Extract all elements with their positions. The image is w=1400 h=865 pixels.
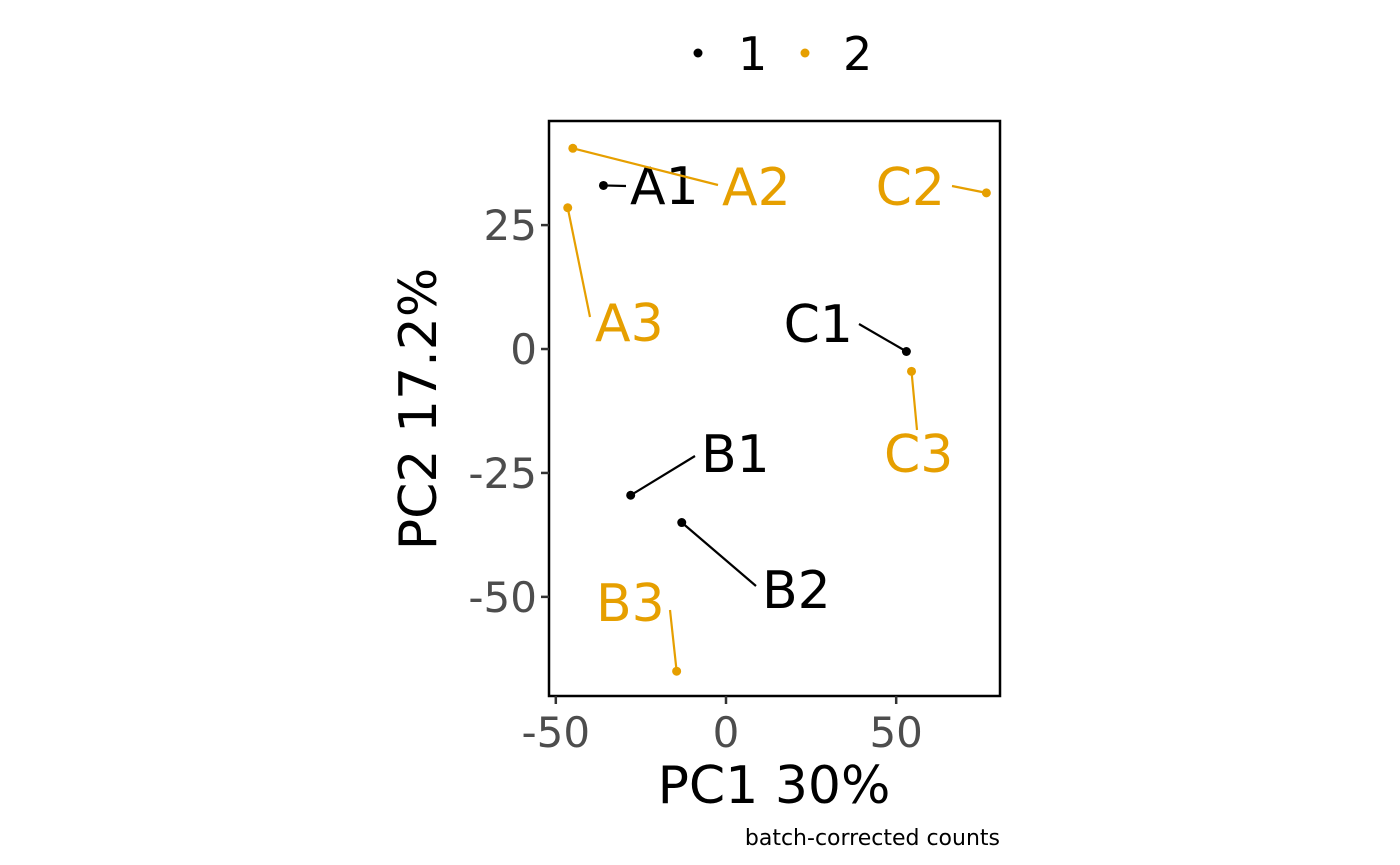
- point-label: B3: [596, 574, 665, 634]
- label-connector: [566, 207, 592, 318]
- legend-key-2: [800, 48, 810, 58]
- x-tick-label: 0: [713, 708, 740, 757]
- point-label: A1: [630, 157, 699, 217]
- data-point-b2: B2: [677, 518, 831, 621]
- legend: 1 2: [693, 27, 872, 81]
- point-marker: [981, 188, 991, 198]
- plot-panel: [547, 119, 1002, 698]
- legend-label-1: 1: [738, 27, 767, 81]
- y-tick-label: 25: [484, 201, 537, 250]
- y-axis: 25 0 -25 -50: [468, 201, 549, 622]
- y-axis-title: PC2 17.2%: [389, 268, 449, 550]
- x-axis: -50 0 50: [522, 696, 923, 757]
- label-connector: [630, 455, 696, 497]
- label-connector: [572, 147, 719, 187]
- label-connector: [858, 323, 907, 353]
- point-label: C3: [884, 425, 953, 485]
- point-label: A3: [595, 294, 664, 354]
- point-marker: [901, 346, 911, 356]
- x-axis-title: PC1 30%: [658, 756, 891, 816]
- y-tick-label: -25: [468, 449, 537, 498]
- point-label: A2: [722, 158, 791, 218]
- point-marker: [563, 203, 573, 213]
- y-tick-label: 0: [510, 325, 537, 374]
- data-point-a3: A3: [563, 203, 664, 354]
- point-marker: [626, 490, 636, 500]
- point-label: C1: [784, 295, 853, 355]
- data-point-c2: C2: [876, 158, 991, 218]
- point-marker: [598, 180, 608, 190]
- data-point-a2: A2: [568, 143, 791, 218]
- x-tick-label: 50: [869, 708, 922, 757]
- data-point-b3: B3: [596, 574, 682, 676]
- legend-key-1: [693, 48, 703, 58]
- data-point-c1: C1: [784, 295, 911, 356]
- label-connector: [668, 609, 678, 672]
- y-tick-label: -50: [468, 573, 537, 622]
- label-connector: [951, 184, 987, 194]
- x-tick-label: -50: [522, 708, 591, 757]
- label-connector: [681, 521, 757, 587]
- point-marker: [568, 143, 578, 153]
- data-point-c3: C3: [884, 366, 953, 485]
- point-marker: [677, 518, 687, 528]
- point-label: B1: [701, 425, 770, 485]
- data-point-a1: A1: [598, 157, 699, 217]
- point-label: C2: [876, 158, 945, 218]
- label-connector: [910, 371, 919, 431]
- data-point-b1: B1: [626, 425, 770, 500]
- legend-label-2: 2: [843, 27, 872, 81]
- point-marker: [672, 666, 682, 676]
- point-label: B2: [762, 561, 831, 621]
- points-layer: A1 B1 B2 C1 A2 A3 B3 C2 C3: [563, 143, 991, 676]
- point-marker: [907, 366, 917, 376]
- chart-caption: batch-corrected counts: [745, 826, 1000, 851]
